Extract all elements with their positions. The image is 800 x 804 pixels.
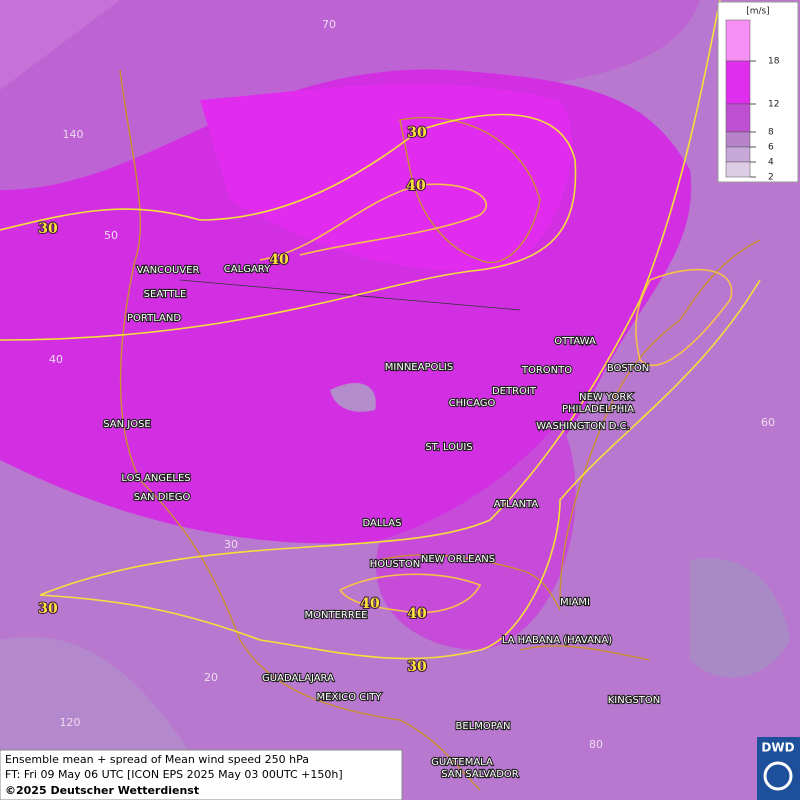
city-label: SAN DIEGO — [134, 492, 191, 503]
city-label: DALLAS — [363, 518, 402, 529]
labels: VANCOUVER CALGARY SEATTLE PORTLAND MINNEAPOL… — [37, 18, 775, 781]
contours — [0, 0, 761, 660]
city-label: ATLANTA — [494, 499, 539, 510]
city-label: SAN JOSE — [103, 419, 151, 430]
legend-swatch — [725, 146, 751, 163]
coastline — [399, 116, 541, 264]
caption-title: Ensemble mean + spread of Mean wind spee… — [5, 753, 309, 766]
contour-label: 40 — [269, 252, 289, 268]
city-label: OTTAWA — [554, 336, 596, 347]
legend-swatch — [725, 60, 751, 105]
graticule-label: 20 — [204, 671, 218, 684]
wind-area — [376, 420, 576, 650]
city-label: SEATTLE — [144, 289, 187, 300]
city-label: PHILADELPHIA — [562, 404, 634, 415]
city-label: SAN SALVADOR — [441, 769, 518, 780]
coastlines — [119, 69, 761, 791]
weak-wind-area — [330, 382, 376, 412]
city-label: DETROIT — [492, 386, 537, 397]
graticule-label: 30 — [224, 538, 238, 551]
city-label: BELMOPAN — [456, 721, 511, 732]
legend-tick-label: 6 — [768, 143, 774, 153]
legend-tick-label: 18 — [768, 57, 780, 67]
weak-wind-area — [690, 558, 790, 678]
city-label: GUADALAJARA — [262, 673, 334, 684]
city-label: CHICAGO — [449, 398, 496, 409]
contour — [635, 268, 733, 367]
city-label: TORONTO — [521, 365, 572, 376]
contour — [0, 113, 577, 341]
logo: DWD — [761, 741, 794, 755]
jet-core — [200, 84, 572, 272]
legend-swatch — [725, 131, 751, 148]
graticule-label: 80 — [589, 738, 603, 751]
city-label: NEW YORK — [579, 392, 633, 403]
city-label: NEW ORLEANS — [421, 554, 495, 565]
city-label: BOSTON — [607, 363, 649, 374]
legend-tick-label: 2 — [768, 173, 774, 183]
contour-label: 40 — [406, 178, 426, 194]
graticule-label: 60 — [761, 416, 775, 429]
legend-tick-label: 4 — [768, 158, 774, 168]
contour-label: 30 — [38, 221, 58, 237]
legend-swatch — [725, 103, 751, 133]
city-label: GUATEMALA — [431, 757, 493, 768]
contour-label: 40 — [407, 606, 427, 622]
graticule-label: 120 — [60, 716, 81, 729]
contour-label: 30 — [407, 125, 427, 141]
city-label: ST. LOUIS — [425, 442, 472, 453]
city-label: MONTERREE — [305, 610, 368, 621]
legend: [m/s] 2 4 6 8 12 18 — [717, 1, 799, 183]
graticule-label: 40 — [49, 353, 63, 366]
caption-copyright: ©2025 Deutscher Wetterdienst — [5, 784, 199, 797]
caption-forecast: FT: Fri 09 May 06 UTC [ICON EPS 2025 May… — [5, 768, 343, 781]
city-label: LOS ANGELES — [121, 473, 190, 484]
city-label: KINGSTON — [608, 695, 661, 706]
coastline — [119, 69, 481, 791]
contour — [39, 0, 761, 660]
city-label: VANCOUVER — [137, 265, 200, 276]
city-label: HOUSTON — [370, 559, 421, 570]
contour-label: 40 — [360, 596, 380, 612]
graticule-label: 50 — [104, 229, 118, 242]
city-label: CALGARY — [224, 264, 271, 275]
border — [179, 279, 521, 311]
city-label: PORTLAND — [127, 313, 181, 324]
contour — [339, 573, 482, 614]
legend-unit: [m/s] — [746, 7, 770, 17]
legend-tick-label: 8 — [768, 128, 774, 138]
coastline — [519, 645, 651, 661]
graticule-label: 140 — [63, 128, 84, 141]
graticule-label: 70 — [322, 18, 336, 31]
logo-swirl — [763, 761, 793, 791]
caption-box — [0, 749, 403, 801]
contour-label: 30 — [38, 601, 58, 617]
city-label: MINNEAPOLIS — [385, 362, 453, 373]
city-label: MIAMI — [560, 597, 590, 608]
legend-swatch — [725, 19, 751, 62]
city-label: MEXICO CITY — [317, 692, 383, 703]
coastline — [379, 554, 561, 611]
city-label: WASHINGTON D.C. — [536, 421, 630, 432]
city-label: LA HABANA (HAVANA) — [502, 635, 612, 646]
contour-label: 30 — [407, 659, 427, 675]
legend-tick-label: 12 — [768, 100, 779, 110]
contour — [259, 183, 487, 261]
legend-swatch — [725, 161, 751, 178]
coastline — [559, 239, 761, 601]
